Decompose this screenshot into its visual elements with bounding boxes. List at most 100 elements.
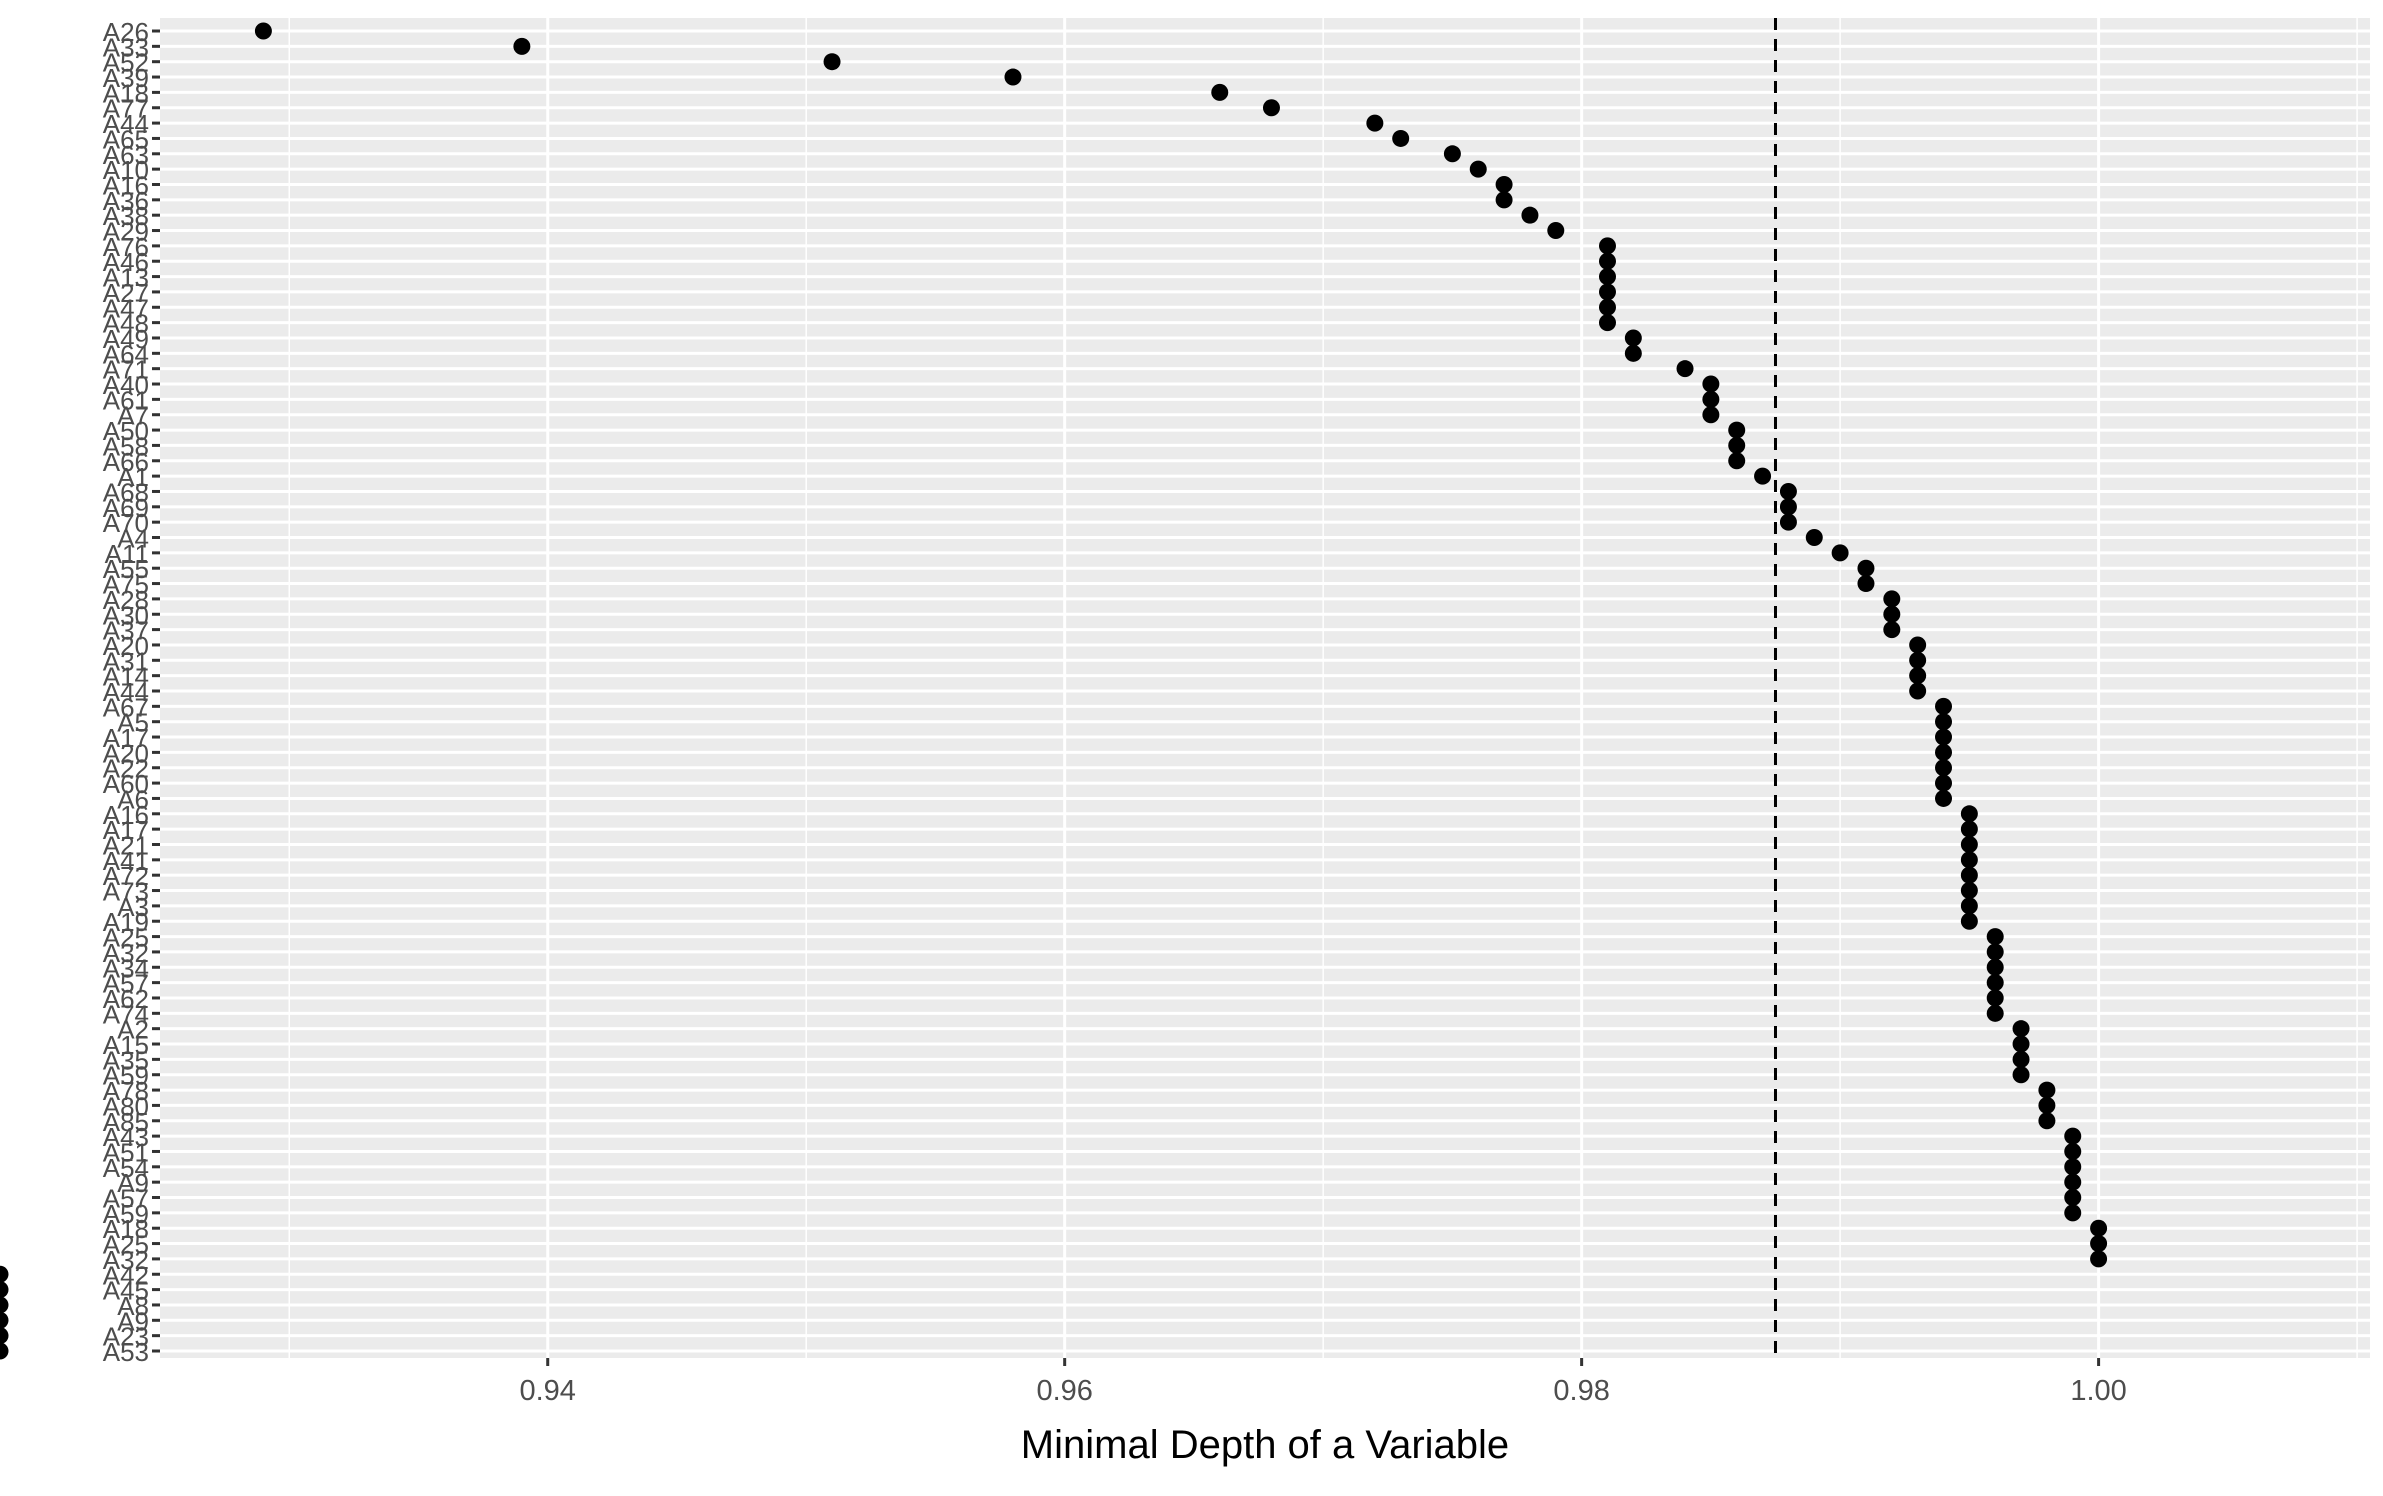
data-point bbox=[1495, 191, 1513, 209]
data-point bbox=[1960, 805, 1978, 823]
y-tick-label: A9 bbox=[117, 1306, 149, 1336]
data-point bbox=[1728, 421, 1746, 439]
y-tick-label: A63 bbox=[103, 140, 149, 170]
y-tick-label: A9 bbox=[117, 1168, 149, 1198]
data-point bbox=[1831, 544, 1849, 562]
y-tick-label: A42 bbox=[103, 1260, 149, 1290]
data-point bbox=[2038, 1096, 2056, 1114]
data-point bbox=[0, 1342, 9, 1360]
data-point bbox=[0, 1281, 9, 1299]
data-point bbox=[1883, 621, 1901, 639]
data-point bbox=[1728, 436, 1746, 454]
y-tick-label: A39 bbox=[103, 63, 149, 93]
data-point bbox=[1960, 851, 1978, 869]
x-tick-label: 0.94 bbox=[519, 1375, 575, 1407]
y-tick-label: A53 bbox=[103, 1337, 149, 1367]
data-point bbox=[1986, 928, 2004, 946]
data-point bbox=[1521, 206, 1539, 224]
y-tick-label: A38 bbox=[103, 201, 149, 231]
y-tick-label: A59 bbox=[103, 1199, 149, 1229]
data-point bbox=[1624, 329, 1642, 347]
y-tick-label: A57 bbox=[103, 1184, 149, 1214]
data-point bbox=[2012, 1020, 2030, 1038]
data-point bbox=[0, 1296, 9, 1314]
data-point bbox=[1702, 406, 1720, 424]
y-axis-ticks bbox=[152, 29, 160, 1353]
y-tick-label: A70 bbox=[103, 508, 149, 538]
y-tick-label: A54 bbox=[103, 1153, 149, 1183]
y-tick-label: A20 bbox=[103, 631, 149, 661]
y-tick-label: A55 bbox=[103, 554, 149, 584]
y-tick-label: A43 bbox=[103, 1122, 149, 1152]
data-point bbox=[1986, 958, 2004, 976]
y-tick-label: A36 bbox=[103, 186, 149, 216]
y-tick-label: A78 bbox=[103, 1076, 149, 1106]
data-point bbox=[1986, 974, 2004, 992]
y-tick-label: A67 bbox=[103, 692, 149, 722]
y-tick-label: A13 bbox=[103, 263, 149, 293]
y-tick-label: A10 bbox=[103, 155, 149, 185]
y-tick-label: A80 bbox=[103, 1091, 149, 1121]
data-point bbox=[1857, 575, 1875, 593]
y-tick-label: A62 bbox=[103, 984, 149, 1014]
data-point bbox=[1598, 314, 1616, 332]
data-point bbox=[1702, 390, 1720, 408]
data-point bbox=[1598, 283, 1616, 301]
x-tick-label: 0.96 bbox=[1036, 1375, 1092, 1407]
y-tick-label: A16 bbox=[103, 800, 149, 830]
data-point bbox=[1960, 882, 1978, 900]
y-tick-label: A65 bbox=[103, 124, 149, 154]
y-tick-label: A4 bbox=[117, 524, 149, 554]
data-points bbox=[0, 22, 2108, 1360]
data-point bbox=[1883, 590, 1901, 608]
data-point bbox=[2064, 1158, 2082, 1176]
data-point bbox=[1779, 482, 1797, 500]
data-point bbox=[1366, 114, 1384, 132]
y-tick-label: A23 bbox=[103, 1322, 149, 1352]
y-tick-label: A14 bbox=[103, 662, 149, 692]
y-tick-label: A49 bbox=[103, 324, 149, 354]
data-point bbox=[1986, 943, 2004, 961]
y-tick-label: A46 bbox=[103, 247, 149, 277]
y-tick-label: A72 bbox=[103, 861, 149, 891]
y-tick-label: A3 bbox=[117, 892, 149, 922]
y-tick-label: A64 bbox=[103, 339, 149, 369]
y-tick-label: A27 bbox=[103, 278, 149, 308]
x-axis-ticks bbox=[546, 1358, 2101, 1366]
y-tick-label: A2 bbox=[117, 1015, 149, 1045]
y-tick-label: A58 bbox=[103, 431, 149, 461]
y-tick-label: A45 bbox=[103, 1276, 149, 1306]
y-tick-label: A85 bbox=[103, 1107, 149, 1137]
data-point bbox=[1211, 83, 1229, 101]
y-tick-label: A32 bbox=[103, 938, 149, 968]
y-tick-label: A61 bbox=[103, 385, 149, 415]
data-point bbox=[1676, 360, 1694, 378]
y-tick-label: A5 bbox=[117, 708, 149, 738]
data-point bbox=[1728, 452, 1746, 470]
data-point bbox=[1392, 129, 1410, 147]
data-point bbox=[2064, 1173, 2082, 1191]
y-tick-label: A20 bbox=[103, 738, 149, 768]
y-tick-label: A18 bbox=[103, 1214, 149, 1244]
data-point bbox=[1805, 529, 1823, 547]
data-point bbox=[1004, 68, 1022, 86]
y-tick-label: A50 bbox=[103, 416, 149, 446]
data-point bbox=[1935, 728, 1953, 746]
data-point bbox=[1935, 774, 1953, 792]
data-point bbox=[1547, 222, 1565, 240]
data-point bbox=[1960, 835, 1978, 853]
data-point bbox=[2012, 1066, 2030, 1084]
data-point bbox=[1909, 667, 1927, 685]
x-tick-label: 0.98 bbox=[1553, 1375, 1609, 1407]
data-point bbox=[2064, 1127, 2082, 1145]
data-point bbox=[1935, 789, 1953, 807]
y-tick-label: A16 bbox=[103, 170, 149, 200]
y-tick-label: A51 bbox=[103, 1137, 149, 1167]
y-tick-label: A40 bbox=[103, 370, 149, 400]
data-point bbox=[513, 37, 531, 55]
data-point bbox=[1883, 605, 1901, 623]
data-point bbox=[1960, 897, 1978, 915]
plot-panel bbox=[160, 18, 2370, 1358]
y-tick-label: A37 bbox=[103, 616, 149, 646]
